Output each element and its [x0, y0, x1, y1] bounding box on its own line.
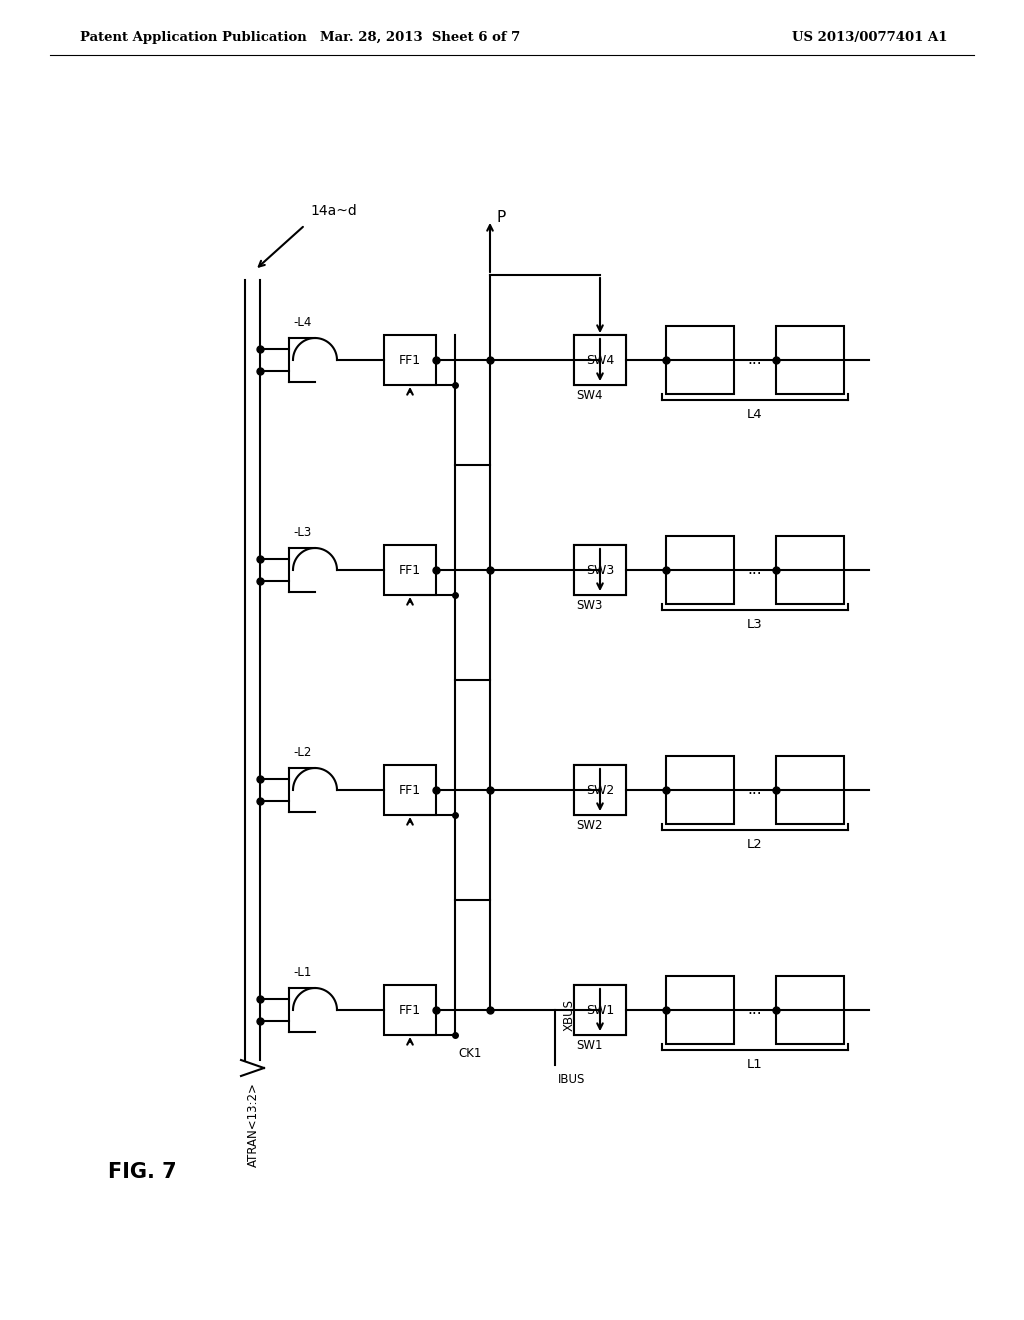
Bar	[574, 335, 626, 385]
Text: SW1: SW1	[575, 1039, 602, 1052]
Text: ATRAN<13:2>: ATRAN<13:2>	[247, 1082, 260, 1167]
Text: ...: ...	[748, 562, 762, 578]
Text: ...: ...	[748, 352, 762, 367]
Text: Mar. 28, 2013  Sheet 6 of 7: Mar. 28, 2013 Sheet 6 of 7	[319, 30, 520, 44]
Bar	[574, 335, 626, 385]
Bar	[384, 335, 436, 385]
Text: CK1: CK1	[458, 1047, 481, 1060]
Text: L1: L1	[748, 1059, 763, 1071]
Bar	[574, 545, 626, 595]
Text: L3: L3	[748, 618, 763, 631]
Text: L4: L4	[748, 408, 763, 421]
Text: SW2: SW2	[575, 818, 602, 832]
Text: 14a~d: 14a~d	[310, 205, 356, 218]
Text: FF1: FF1	[399, 564, 421, 577]
Bar	[776, 756, 844, 824]
Bar	[574, 985, 626, 1035]
Bar	[776, 326, 844, 393]
Bar	[384, 985, 436, 1035]
Text: FIG. 7: FIG. 7	[108, 1162, 176, 1181]
Bar	[776, 536, 844, 605]
Text: US 2013/0077401 A1: US 2013/0077401 A1	[793, 30, 948, 44]
Bar	[384, 545, 436, 595]
Text: P: P	[496, 210, 505, 226]
Bar	[666, 536, 734, 605]
Text: FF1: FF1	[399, 784, 421, 796]
Text: SW3: SW3	[586, 564, 614, 577]
Text: FF1: FF1	[399, 1003, 421, 1016]
Text: -L3: -L3	[293, 525, 311, 539]
Bar	[574, 545, 626, 595]
Text: ...: ...	[748, 783, 762, 797]
Text: SW2: SW2	[586, 784, 614, 796]
Bar	[666, 756, 734, 824]
Bar	[574, 985, 626, 1035]
Text: -L2: -L2	[293, 746, 311, 759]
Text: Patent Application Publication: Patent Application Publication	[80, 30, 307, 44]
Bar	[574, 766, 626, 814]
Text: XBUS: XBUS	[563, 999, 575, 1031]
Text: L2: L2	[748, 838, 763, 851]
Text: -L4: -L4	[293, 315, 311, 329]
Text: SW1: SW1	[586, 1003, 614, 1016]
Text: SW4: SW4	[575, 389, 602, 403]
Bar	[384, 766, 436, 814]
Text: FF1: FF1	[399, 354, 421, 367]
Bar	[666, 326, 734, 393]
Bar	[574, 766, 626, 814]
Text: IBUS: IBUS	[558, 1073, 586, 1086]
Text: SW4: SW4	[586, 354, 614, 367]
Text: SW3: SW3	[575, 599, 602, 612]
Bar	[666, 975, 734, 1044]
Bar	[776, 975, 844, 1044]
Text: -L1: -L1	[293, 966, 311, 979]
Text: ...: ...	[748, 1002, 762, 1018]
